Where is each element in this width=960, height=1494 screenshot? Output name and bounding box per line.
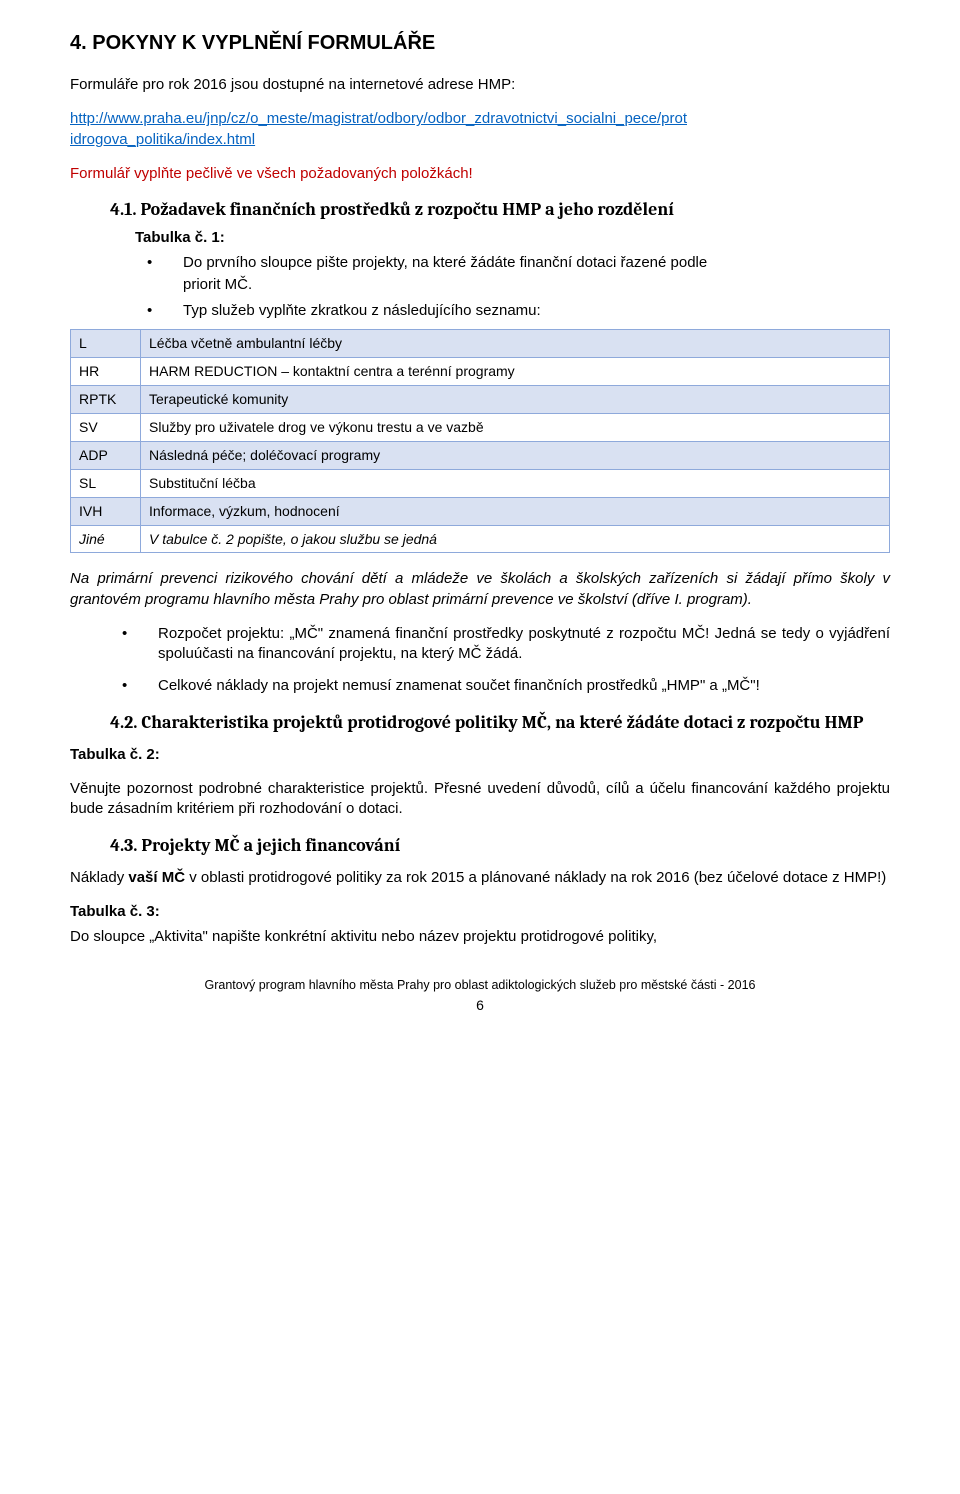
section-4-2-title: 4.2. Charakteristika projektů protidrogo…	[110, 711, 890, 735]
form-url-link-cont[interactable]: idrogova_politika/index.html	[70, 131, 255, 148]
table-row: ADPNásledná péče; doléčovací programy	[71, 441, 890, 469]
service-desc: Substituční léčba	[141, 469, 890, 497]
service-desc: Následná péče; doléčovací programy	[141, 441, 890, 469]
table-row: JinéV tabulce č. 2 popište, o jakou služ…	[71, 525, 890, 553]
table-1-bullets: •Do prvního sloupce pište projekty, na k…	[165, 253, 890, 322]
table-row: SVSlužby pro uživatele drog ve výkonu tr…	[71, 413, 890, 441]
service-desc: Terapeutické komunity	[141, 386, 890, 414]
primary-prevention-note: Na primární prevenci rizikového chování …	[70, 569, 890, 610]
link-block: http://www.praha.eu/jnp/cz/o_meste/magis…	[70, 109, 890, 150]
service-desc: HARM REDUCTION – kontaktní centra a teré…	[141, 358, 890, 386]
bullet-text: Celkové náklady na projekt nemusí znamen…	[158, 677, 760, 694]
table-3-label: Tabulka č. 3:	[70, 902, 890, 922]
bullet-text: Rozpočet projektu: „MČ" znamená finanční…	[158, 625, 890, 662]
service-types-table: LLéčba včetně ambulantní léčbyHRHARM RED…	[70, 329, 890, 553]
section-4-3-title: 4.3. Projekty MČ a jejich financování	[110, 834, 890, 858]
section-4-3-text: Náklady vaší MČ v oblasti protidrogové p…	[70, 868, 890, 888]
service-code: SV	[71, 413, 141, 441]
bullet-text: Do prvního sloupce pište projekty, na kt…	[183, 254, 707, 271]
service-desc: Léčba včetně ambulantní léčby	[141, 330, 890, 358]
table-row: RPTKTerapeutické komunity	[71, 386, 890, 414]
table-row: HRHARM REDUCTION – kontaktní centra a te…	[71, 358, 890, 386]
table-2-label: Tabulka č. 2:	[70, 745, 890, 765]
service-code: SL	[71, 469, 141, 497]
service-code: Jiné	[71, 525, 141, 553]
bullet-text: Typ služeb vyplňte zkratkou z následujíc…	[183, 302, 541, 319]
budget-bullets: •Rozpočet projektu: „MČ" znamená finančn…	[140, 624, 890, 697]
service-desc: V tabulce č. 2 popište, o jakou službu s…	[141, 525, 890, 553]
service-code: ADP	[71, 441, 141, 469]
service-desc: Služby pro uživatele drog ve výkonu tres…	[141, 413, 890, 441]
service-code: L	[71, 330, 141, 358]
bullet-text-cont: priorit MČ.	[165, 275, 890, 295]
page-footer: Grantový program hlavního města Prahy pr…	[70, 977, 890, 1015]
table-row: IVHInformace, výzkum, hodnocení	[71, 497, 890, 525]
section-4-title: 4. POKYNY K VYPLNĚNÍ FORMULÁŘE	[70, 30, 890, 57]
service-code: RPTK	[71, 386, 141, 414]
table-3-text: Do sloupce „Aktivita" napište konkrétní …	[70, 927, 890, 947]
footer-text: Grantový program hlavního města Prahy pr…	[70, 977, 890, 994]
table-row: LLéčba včetně ambulantní léčby	[71, 330, 890, 358]
instruction-warning: Formulář vyplňte pečlivě ve všech požado…	[70, 164, 890, 184]
table-2-text: Věnujte pozornost podrobné charakteristi…	[70, 779, 890, 820]
page-number: 6	[70, 996, 890, 1015]
service-desc: Informace, výzkum, hodnocení	[141, 497, 890, 525]
form-url-link[interactable]: http://www.praha.eu/jnp/cz/o_meste/magis…	[70, 110, 687, 127]
service-code: HR	[71, 358, 141, 386]
section-4-1-title: 4.1. Požadavek finančních prostředků z r…	[110, 198, 890, 222]
service-code: IVH	[71, 497, 141, 525]
table-1-label: Tabulka č. 1:	[135, 228, 890, 248]
table-row: SLSubstituční léčba	[71, 469, 890, 497]
intro-paragraph: Formuláře pro rok 2016 jsou dostupné na …	[70, 75, 890, 95]
